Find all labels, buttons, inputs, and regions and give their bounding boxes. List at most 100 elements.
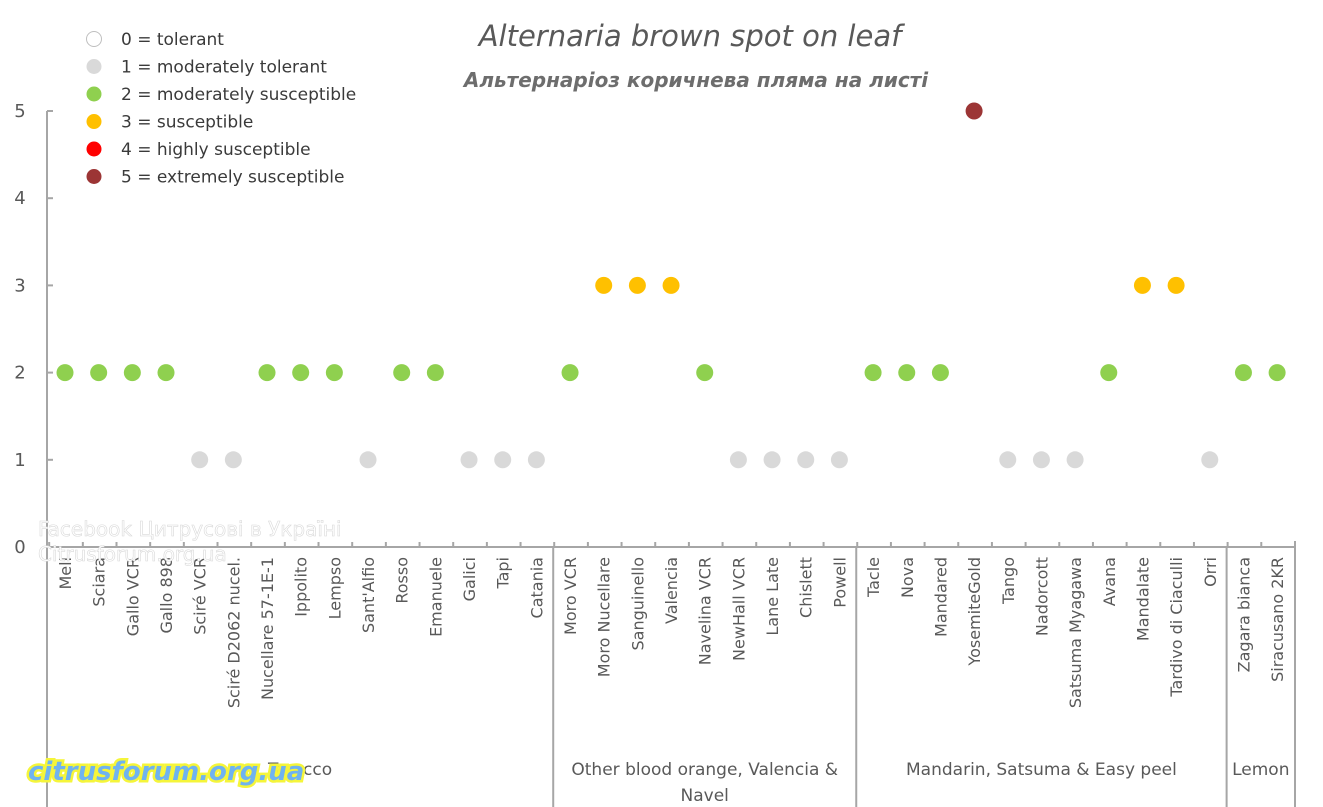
x-tick-label: Rosso [393, 557, 412, 604]
x-tick-label: Nucellare 57-1E-1 [258, 557, 277, 700]
data-point [696, 364, 714, 382]
data-point [1100, 364, 1118, 382]
y-tick-label: 3 [14, 275, 25, 296]
watermark-facebook: Facebook Цитрусові в Україні [38, 517, 342, 541]
legend: 0 = tolerant 1 = moderately tolerant 2 = m… [86, 30, 356, 188]
legend-label-5: 5 = extremely susceptible [121, 168, 344, 188]
group-label: Tarocco [267, 760, 332, 780]
data-point [864, 364, 882, 382]
y-tick-label: 1 [14, 450, 25, 471]
x-tick-label: Galici [460, 557, 479, 601]
data-points [56, 102, 1286, 469]
data-point [494, 451, 512, 469]
x-tick-label: Mandalate [1133, 557, 1152, 641]
x-tick-label: YosemiteGold [965, 557, 984, 667]
x-tick-label: Tacle [864, 557, 883, 598]
x-tick-label: Tapi [494, 557, 513, 590]
x-axis: Meli Sciara Gallo VCR Gallo 898 Sciré VCR Sci… [47, 541, 1296, 807]
x-tick-label: NewHall VCR [729, 557, 748, 661]
x-tick-label: Meli [56, 557, 75, 590]
data-point [965, 102, 983, 120]
x-tick-label: Tango [999, 557, 1018, 605]
data-point [527, 451, 545, 469]
legend-label-3: 3 = susceptible [121, 113, 253, 133]
data-point [224, 451, 242, 469]
data-point [662, 276, 680, 294]
data-point [729, 451, 747, 469]
group-label: Other blood orange, Valencia & Navel [571, 760, 838, 806]
legend-marker-5 [86, 169, 102, 184]
x-tick-label: Sant'Alfio [359, 557, 378, 633]
data-point [999, 451, 1017, 469]
x-tick-label: Avana [1100, 557, 1119, 606]
data-point [797, 451, 815, 469]
data-point [359, 451, 377, 469]
chart-subtitle: Альтернаріоз коричнева пляма на листі [462, 68, 929, 92]
data-point [763, 451, 781, 469]
legend-marker-0 [86, 31, 102, 47]
data-point [1268, 364, 1286, 382]
y-tick-label: 4 [14, 188, 25, 209]
x-tick-label: Lempso [325, 557, 344, 619]
chart-title: Alternaria brown spot on leaf [477, 19, 905, 53]
data-point [1201, 451, 1219, 469]
data-point [830, 451, 848, 469]
data-point [325, 364, 343, 382]
x-tick-label: Moro Nucellare [595, 557, 614, 677]
data-point [1133, 276, 1151, 294]
data-point [460, 451, 478, 469]
data-point [1167, 276, 1185, 294]
x-tick-label: Nova [898, 557, 917, 598]
y-axis: 0 1 2 3 4 5 [14, 101, 53, 807]
x-tick-label: Tardivo di Ciaculli [1167, 557, 1186, 698]
x-tick-label: Sciré VCR [191, 557, 210, 635]
x-tick-label: Ippolito [292, 557, 311, 617]
data-point [628, 276, 646, 294]
legend-marker-4 [86, 141, 102, 157]
x-tick-label: Zagara bianca [1234, 557, 1253, 672]
data-point [595, 276, 613, 294]
legend-label-0: 0 = tolerant [121, 30, 224, 50]
x-tick-label: Lane Late [763, 557, 782, 636]
data-point [157, 364, 175, 382]
y-tick-label: 5 [14, 101, 25, 122]
data-point [393, 364, 411, 382]
data-point [1234, 364, 1252, 382]
data-point [258, 364, 276, 382]
x-tick-label: Gallo VCR [123, 557, 142, 636]
x-tick-label: Catania [527, 557, 546, 618]
watermark: Facebook Цитрусові в Україні Citrusforum… [26, 517, 342, 790]
data-point [292, 364, 310, 382]
y-tick-label: 0 [14, 537, 25, 558]
group-label: Lemon [1232, 760, 1289, 780]
data-point [90, 364, 108, 382]
legend-marker-1 [86, 59, 102, 74]
x-tick-label: Moro VCR [561, 557, 580, 635]
data-point [1032, 451, 1050, 469]
group-label: Mandarin, Satsuma & Easy peel [906, 760, 1177, 780]
data-point [1066, 451, 1084, 469]
x-tick-label: Mandared [931, 557, 950, 637]
x-tick-label: Sciré D2062 nucel. [224, 557, 243, 708]
legend-label-4: 4 = highly susceptible [121, 140, 311, 160]
x-tick-label: Orri [1201, 557, 1220, 587]
legend-label-1: 1 = moderately tolerant [121, 58, 327, 78]
y-tick-label: 2 [14, 363, 25, 384]
data-point [561, 364, 579, 382]
x-tick-label: Siracusano 2KR [1268, 557, 1287, 682]
data-point [426, 364, 444, 382]
data-point [898, 364, 916, 382]
watermark-site: Citrusforum.org.ua [38, 542, 227, 566]
x-tick-label: Valencia [662, 557, 681, 624]
x-tick-label: Chislett [797, 557, 816, 618]
watermark-logo: citrusforum.org.ua [28, 757, 304, 787]
x-tick-label: Sciara [90, 557, 109, 607]
data-point [123, 364, 141, 382]
x-tick-label: Sanguinello [628, 557, 647, 651]
data-point [931, 364, 949, 382]
data-point [56, 364, 74, 382]
legend-marker-3 [86, 114, 102, 129]
x-tick-label: Powell [830, 557, 849, 608]
data-point [191, 451, 209, 469]
